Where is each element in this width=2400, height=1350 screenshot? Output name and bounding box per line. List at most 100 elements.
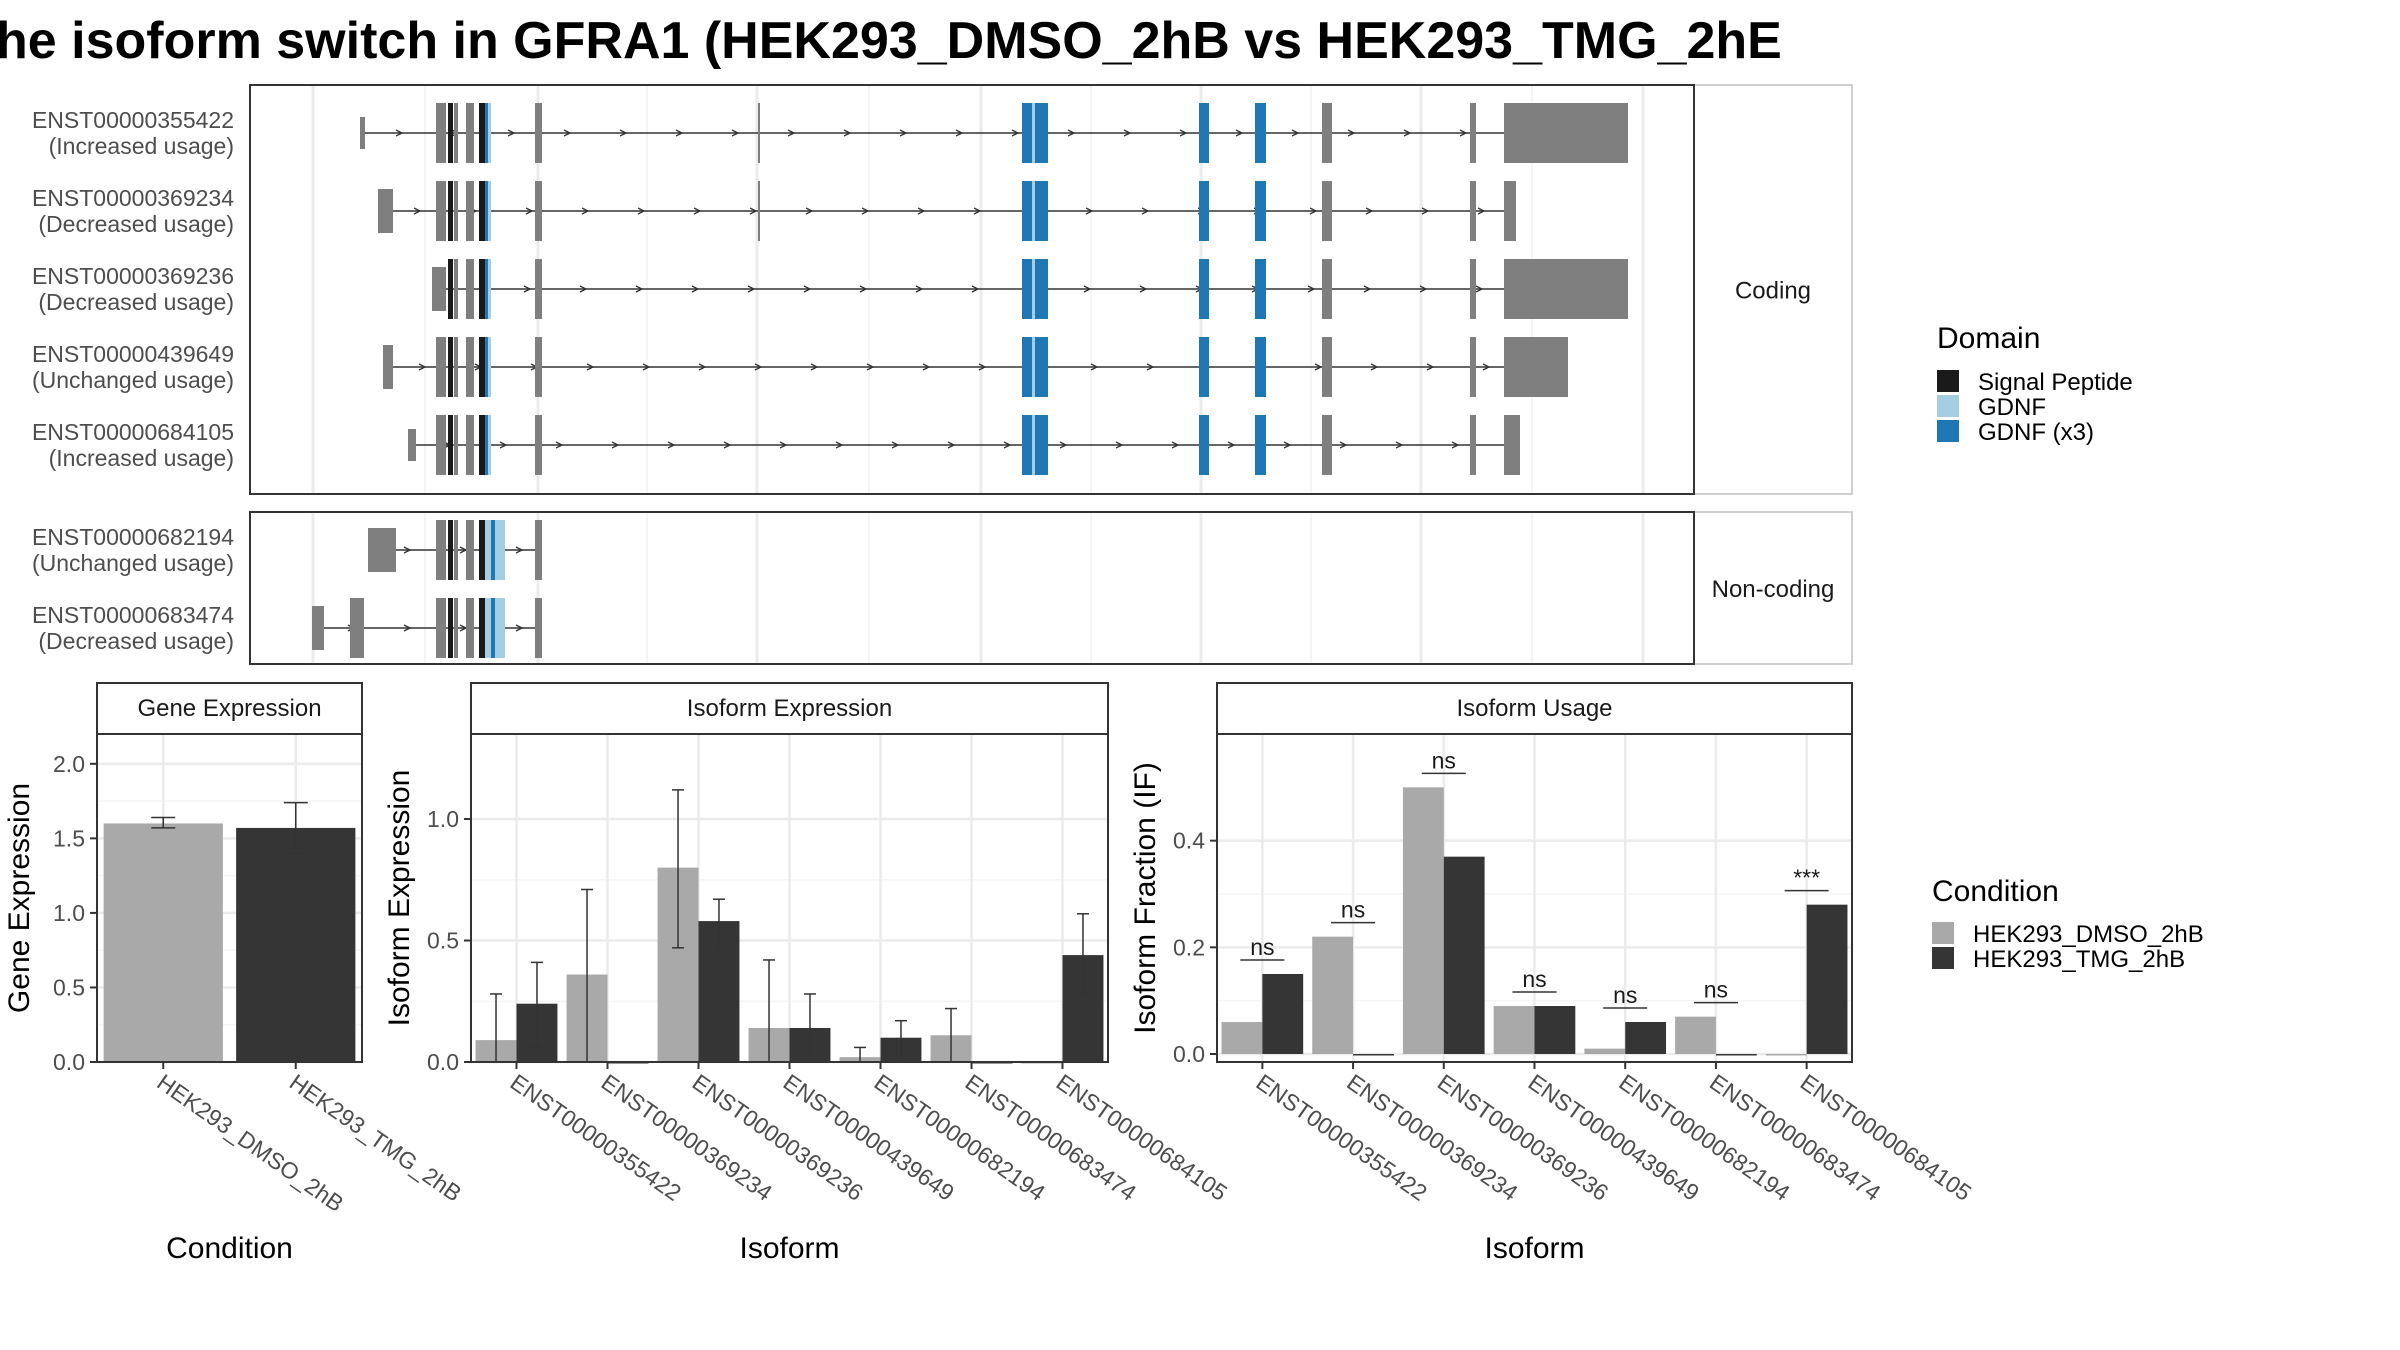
- strand-arrow: [1083, 285, 1092, 293]
- gdnf-domain: [1032, 103, 1035, 163]
- gdnf-x3-domain: [1255, 415, 1266, 475]
- transcript-usage-label: (Unchanged usage): [32, 550, 234, 576]
- panel-strip: [1216, 682, 1853, 735]
- transcript-usage-label: (Decreased usage): [38, 628, 234, 654]
- x-axis-title: Isoform: [1484, 1232, 1584, 1265]
- exon: [360, 117, 365, 149]
- gdnf-x3-domain: [1199, 181, 1209, 241]
- transcript-id-label: ENST00000355422: [32, 107, 234, 133]
- gdnf-domain: [488, 103, 491, 163]
- panel-strip-title: Isoform Expression: [687, 695, 892, 722]
- transcript-usage-label: (Increased usage): [49, 133, 234, 159]
- strand-arrow: [1482, 363, 1491, 371]
- strand-arrow: [973, 207, 982, 215]
- x-axis-title: Isoform: [739, 1232, 839, 1265]
- signal-peptide-domain: [448, 598, 453, 658]
- strand-arrow: [698, 363, 707, 371]
- y-tick-label: 0.0: [1173, 1041, 1205, 1067]
- strand-arrow: [1090, 363, 1099, 371]
- strand-arrow: [1171, 441, 1180, 449]
- strand-arrow: [1011, 129, 1020, 137]
- y-tick-label: 0.5: [53, 974, 85, 1000]
- strand-arrow: [413, 207, 422, 215]
- domain-legend-title: Domain: [1937, 322, 2040, 355]
- bar: [1806, 904, 1848, 1054]
- strand-arrow: [1314, 363, 1323, 371]
- strand-arrow: [835, 441, 844, 449]
- strand-arrow: [611, 441, 620, 449]
- strand-arrow: [922, 363, 931, 371]
- panel-strip: [96, 682, 363, 735]
- strand-arrow: [1363, 285, 1372, 293]
- exon: [1322, 103, 1332, 163]
- exon: [1504, 259, 1628, 319]
- strand-arrow: [581, 207, 590, 215]
- signal-peptide-domain: [479, 259, 485, 319]
- y-tick-label: 0.5: [427, 928, 459, 954]
- significance-label: ***: [1793, 865, 1820, 891]
- strand-arrow: [723, 441, 732, 449]
- bar: [1493, 1006, 1535, 1054]
- gdnf-x3-domain: [491, 598, 495, 658]
- transcript-id-label: ENST00000439649: [32, 341, 234, 367]
- strand-arrow: [1451, 441, 1460, 449]
- transcript-usage-label: (Unchanged usage): [32, 367, 234, 393]
- strand-arrow: [1227, 441, 1236, 449]
- exon: [454, 181, 458, 241]
- exon: [383, 345, 393, 389]
- condition-legend-key: [1932, 947, 1954, 969]
- gdnf-domain: [488, 181, 491, 241]
- exon: [350, 598, 364, 658]
- strand-arrow: [891, 441, 900, 449]
- bar: [1625, 1022, 1667, 1054]
- signal-peptide-domain: [479, 415, 485, 475]
- strand-arrow: [779, 441, 788, 449]
- bar: [1221, 1022, 1263, 1054]
- bar: [103, 823, 223, 1062]
- exon: [758, 103, 760, 163]
- bar: [1402, 787, 1444, 1054]
- strand-arrow: [1283, 441, 1292, 449]
- exon: [436, 181, 446, 241]
- strand-arrow: [1347, 129, 1356, 137]
- strand-arrow: [579, 285, 588, 293]
- y-tick-label: 0.4: [1173, 828, 1205, 854]
- exon: [466, 520, 474, 580]
- exon: [454, 415, 458, 475]
- gdnf-x3-domain: [1199, 259, 1209, 319]
- strand-arrow: [586, 363, 595, 371]
- y-tick-label: 0.2: [1173, 934, 1205, 960]
- strand-arrow: [523, 285, 532, 293]
- domain-legend-label: GDNF (x3): [1978, 419, 2094, 446]
- gdnf-domain: [488, 415, 491, 475]
- strand-arrow: [693, 207, 702, 215]
- exon: [1504, 103, 1628, 163]
- y-axis-title: Isoform Fraction (IF): [1129, 762, 1162, 1034]
- strand-arrow: [1003, 441, 1012, 449]
- exon: [758, 181, 760, 241]
- transcript-usage-label: (Increased usage): [49, 445, 234, 471]
- exon: [535, 415, 542, 475]
- transcript-id-label: ENST00000682194: [32, 524, 234, 550]
- strand-arrow: [507, 129, 516, 137]
- gdnf-x3-domain: [1199, 415, 1209, 475]
- panel-strip-title: Isoform Usage: [1456, 695, 1612, 722]
- facet-strip-label: Non-coding: [1712, 576, 1835, 603]
- exon: [1470, 337, 1476, 397]
- exon: [454, 598, 458, 658]
- exon: [436, 415, 446, 475]
- strand-arrow: [515, 624, 524, 632]
- exon: [1470, 181, 1476, 241]
- domain-legend-key: [1937, 395, 1959, 417]
- exon: [1322, 415, 1332, 475]
- exon: [436, 103, 446, 163]
- gdnf-x3-domain: [1255, 259, 1266, 319]
- gdnf-domain: [1032, 181, 1035, 241]
- signal-peptide-domain: [448, 415, 453, 475]
- signal-peptide-domain: [448, 181, 453, 241]
- y-tick-label: 0.0: [427, 1049, 459, 1075]
- exon: [466, 337, 474, 397]
- exon: [535, 181, 542, 241]
- significance-label: ns: [1432, 747, 1456, 773]
- bar-chart-panels: Gene Expression0.00.51.01.52.0HEK293_DMS…: [3, 682, 1976, 1265]
